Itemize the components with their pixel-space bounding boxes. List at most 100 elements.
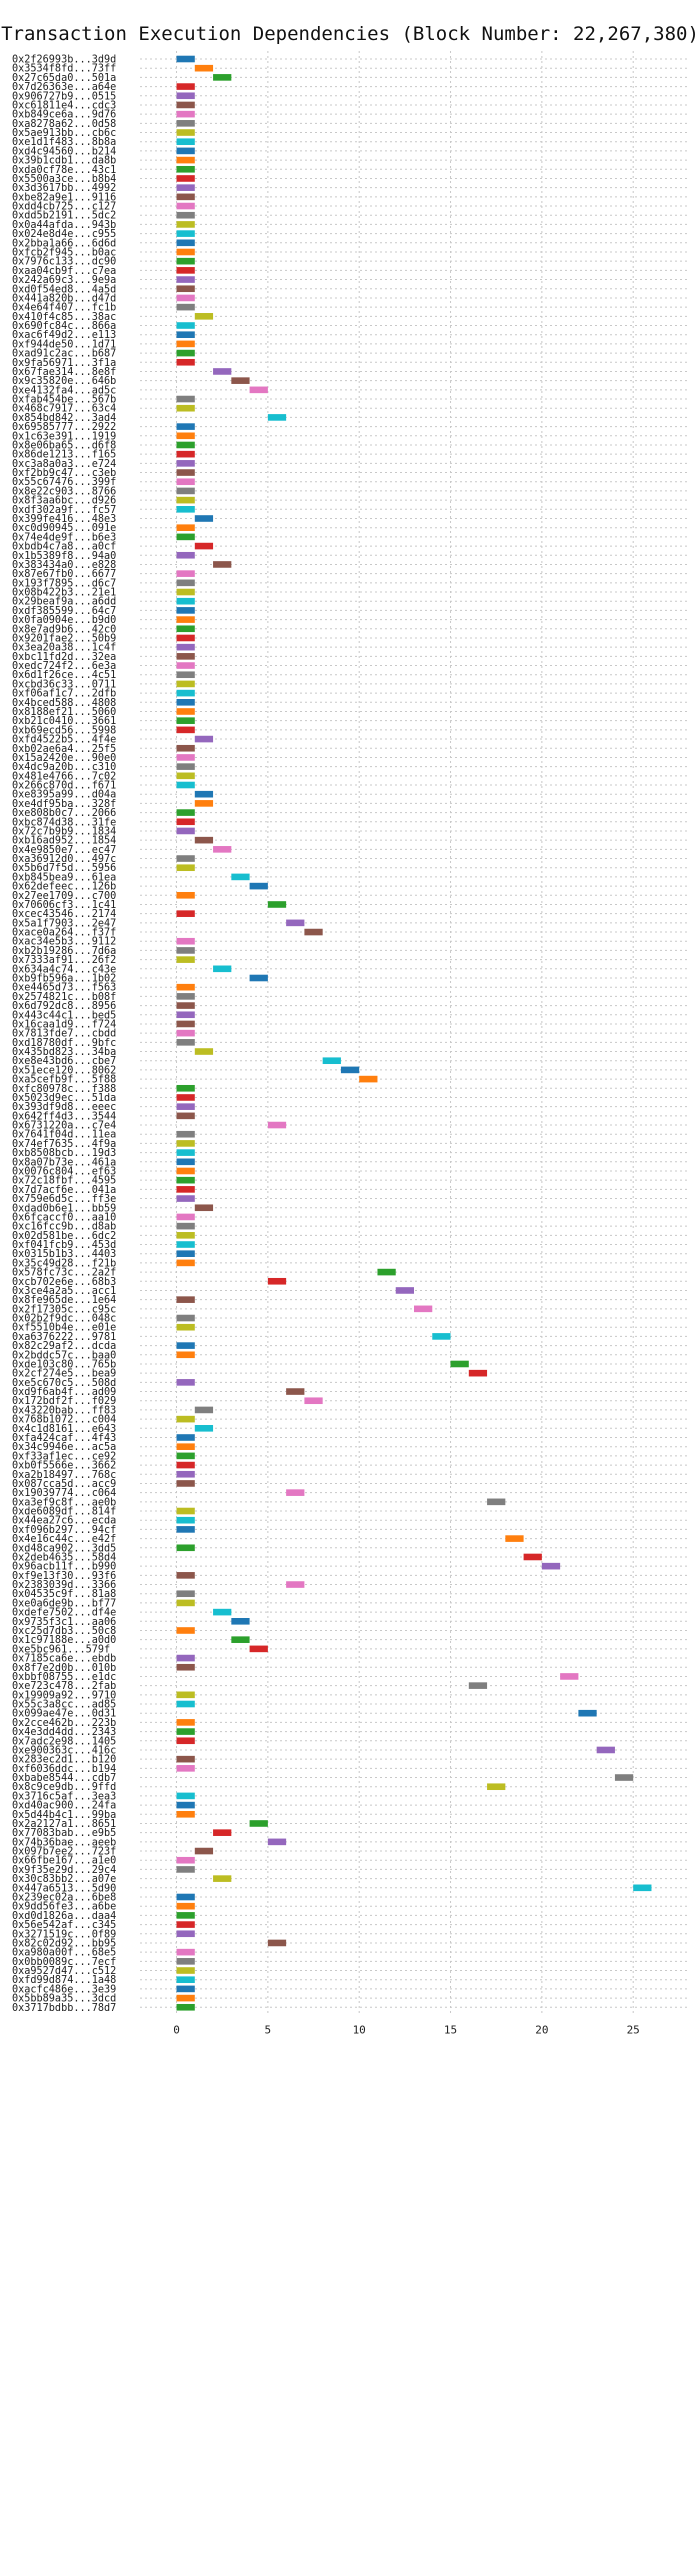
transaction-bar[interactable] (487, 1783, 506, 1791)
transaction-bar[interactable] (176, 460, 195, 467)
transaction-bar[interactable] (176, 248, 195, 256)
transaction-bar[interactable] (213, 846, 232, 853)
transaction-bar[interactable] (176, 120, 195, 127)
transaction-bar[interactable] (176, 726, 195, 734)
transaction-bar[interactable] (176, 1461, 195, 1469)
transaction-bar[interactable] (633, 1884, 652, 1892)
transaction-bar[interactable] (176, 1737, 195, 1745)
transaction-bar[interactable] (176, 1241, 195, 1248)
transaction-bar[interactable] (194, 1204, 214, 1212)
transaction-bar[interactable] (176, 450, 195, 458)
transaction-bar[interactable] (176, 441, 195, 449)
transaction-bar[interactable] (176, 340, 195, 348)
transaction-bar[interactable] (176, 1415, 195, 1423)
transaction-bar[interactable] (377, 1268, 396, 1276)
transaction-bar[interactable] (213, 1829, 232, 1836)
transaction-bar[interactable] (176, 129, 195, 136)
transaction-bar[interactable] (176, 1544, 195, 1552)
transaction-bar[interactable] (176, 358, 195, 366)
transaction-bar[interactable] (176, 1434, 195, 1441)
transaction-bar[interactable] (194, 836, 214, 844)
transaction-bar[interactable] (176, 55, 195, 63)
transaction-bar[interactable] (523, 1553, 542, 1561)
transaction-bar[interactable] (176, 827, 195, 835)
transaction-bar[interactable] (176, 763, 195, 770)
transaction-bar[interactable] (194, 515, 214, 522)
transaction-bar[interactable] (176, 643, 195, 651)
transaction-bar[interactable] (286, 1489, 305, 1496)
transaction-bar[interactable] (176, 855, 195, 862)
transaction-bar[interactable] (176, 1002, 195, 1009)
transaction-bar[interactable] (176, 1792, 195, 1800)
transaction-bar[interactable] (176, 2003, 195, 2011)
transaction-bar[interactable] (176, 230, 195, 237)
transaction-bar[interactable] (176, 809, 195, 816)
transaction-bar[interactable] (194, 313, 214, 320)
transaction-bar[interactable] (231, 873, 250, 881)
transaction-bar[interactable] (176, 193, 195, 201)
transaction-bar[interactable] (304, 928, 323, 936)
transaction-bar[interactable] (194, 800, 214, 807)
transaction-bar[interactable] (578, 1709, 597, 1717)
transaction-bar[interactable] (176, 1654, 195, 1662)
transaction-bar[interactable] (176, 184, 195, 191)
transaction-bar[interactable] (468, 1682, 488, 1689)
transaction-bar[interactable] (176, 1719, 195, 1726)
transaction-bar[interactable] (176, 1801, 195, 1809)
transaction-bar[interactable] (176, 1103, 195, 1110)
transaction-bar[interactable] (176, 478, 195, 486)
transaction-bar[interactable] (176, 331, 195, 338)
transaction-bar[interactable] (194, 1847, 214, 1855)
transaction-bar[interactable] (541, 1562, 561, 1570)
transaction-bar[interactable] (176, 625, 195, 633)
transaction-bar[interactable] (176, 1314, 195, 1322)
transaction-bar[interactable] (267, 901, 287, 908)
transaction-bar[interactable] (176, 891, 195, 899)
transaction-bar[interactable] (176, 496, 195, 504)
transaction-bar[interactable] (176, 1158, 195, 1166)
transaction-bar[interactable] (176, 1985, 195, 1993)
transaction-bar[interactable] (176, 1130, 195, 1138)
transaction-bar[interactable] (176, 294, 195, 302)
transaction-bar[interactable] (176, 1866, 195, 1873)
transaction-bar[interactable] (267, 1121, 287, 1129)
transaction-bar[interactable] (176, 506, 195, 513)
transaction-bar[interactable] (176, 469, 195, 476)
transaction-bar[interactable] (176, 1351, 195, 1359)
transaction-bar[interactable] (176, 653, 195, 660)
transaction-bar[interactable] (176, 432, 195, 440)
transaction-bar[interactable] (176, 1186, 195, 1193)
transaction-bar[interactable] (176, 533, 195, 541)
transaction-bar[interactable] (176, 1810, 195, 1818)
transaction-bar[interactable] (176, 680, 195, 688)
transaction-bar[interactable] (176, 1599, 195, 1607)
transaction-bar[interactable] (176, 1948, 195, 1956)
transaction-bar[interactable] (176, 1967, 195, 1974)
transaction-bar[interactable] (176, 634, 195, 642)
transaction-bar[interactable] (249, 386, 268, 394)
transaction-bar[interactable] (176, 1516, 195, 1524)
transaction-bar[interactable] (176, 910, 195, 917)
transaction-bar[interactable] (176, 1323, 195, 1331)
transaction-bar[interactable] (194, 1048, 214, 1055)
transaction-bar[interactable] (176, 1912, 195, 1919)
transaction-bar[interactable] (176, 597, 195, 605)
transaction-bar[interactable] (176, 487, 195, 495)
transaction-bar[interactable] (176, 92, 195, 100)
transaction-bar[interactable] (176, 1094, 195, 1101)
transaction-bar[interactable] (176, 689, 195, 697)
transaction-bar[interactable] (560, 1673, 579, 1680)
transaction-bar[interactable] (176, 1167, 195, 1175)
transaction-bar[interactable] (176, 1296, 195, 1303)
transaction-bar[interactable] (176, 322, 195, 329)
transaction-bar[interactable] (176, 993, 195, 1000)
transaction-bar[interactable] (176, 1020, 195, 1028)
transaction-bar[interactable] (194, 1425, 214, 1432)
transaction-bar[interactable] (176, 1728, 195, 1735)
transaction-bar[interactable] (340, 1066, 360, 1074)
transaction-bar[interactable] (286, 919, 305, 927)
transaction-bar[interactable] (176, 1627, 195, 1634)
transaction-bar[interactable] (176, 156, 195, 164)
transaction-bar[interactable] (176, 1572, 195, 1579)
transaction-bar[interactable] (176, 285, 195, 293)
